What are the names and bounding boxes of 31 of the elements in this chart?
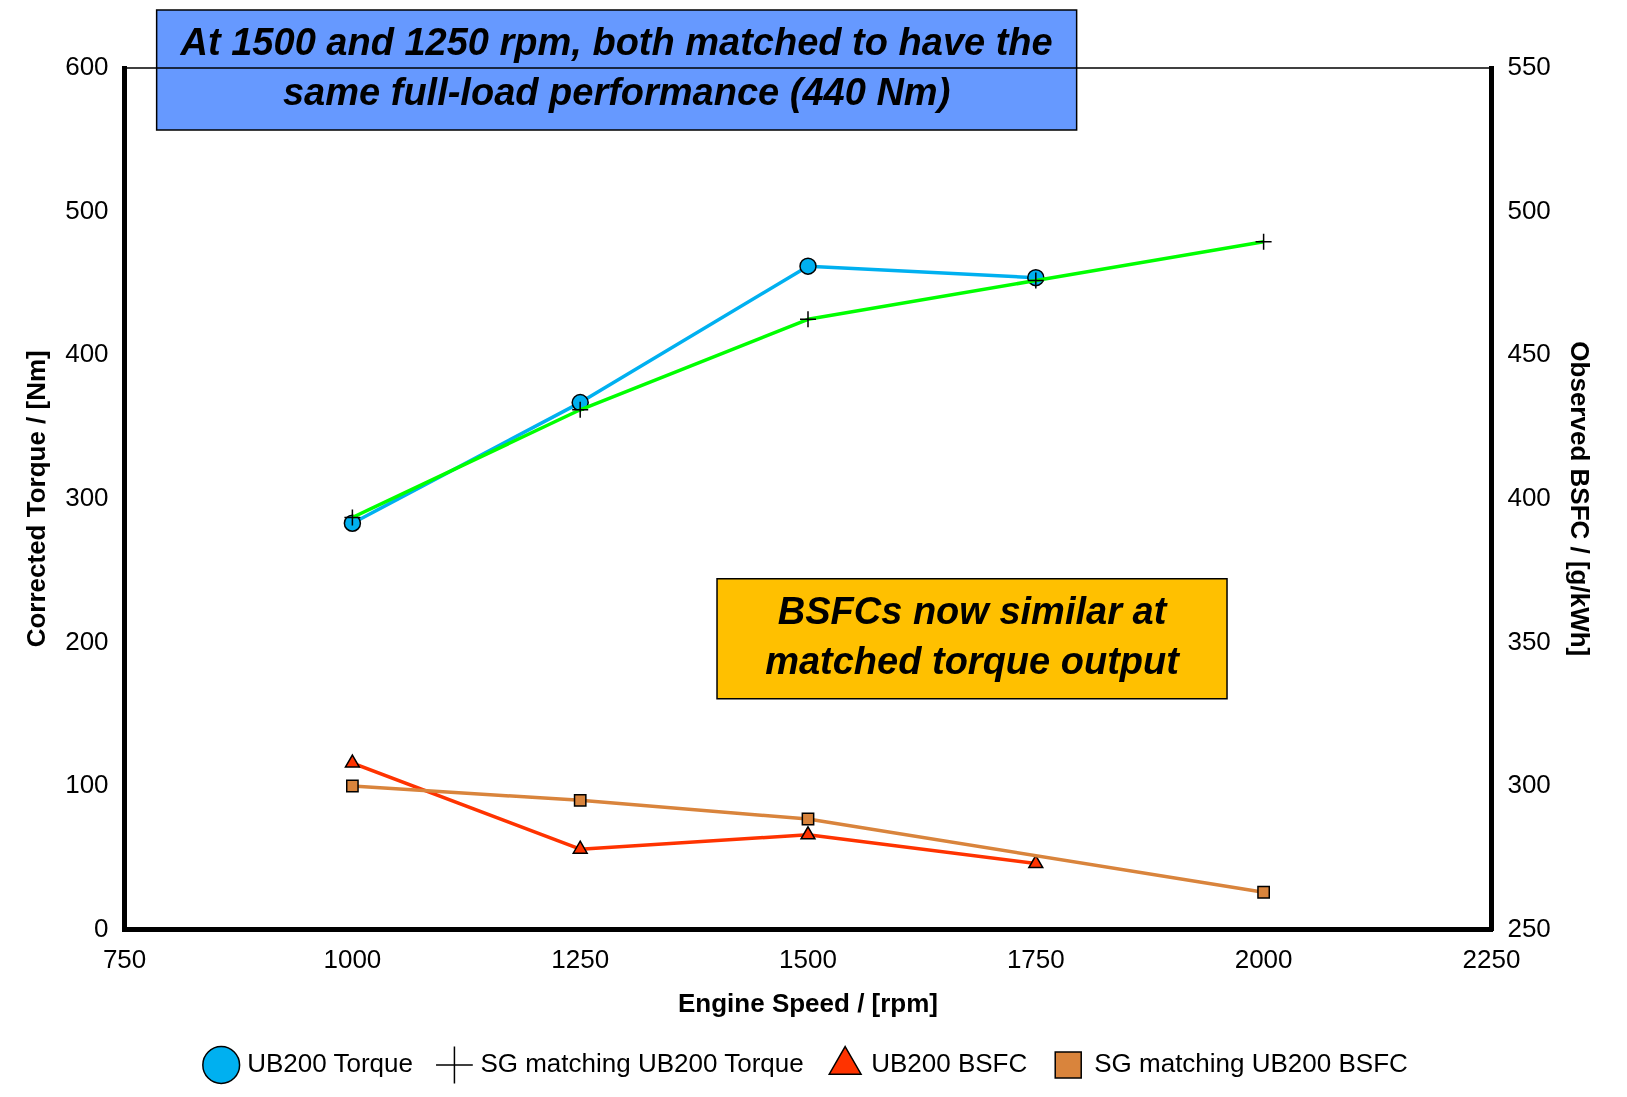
- y-tick-label: 100: [65, 769, 109, 800]
- point: [799, 257, 817, 275]
- y2-tick-label: 450: [1507, 338, 1551, 369]
- y-tick-label: 600: [65, 51, 109, 82]
- y2-tick-label: 350: [1507, 625, 1551, 656]
- y2-tick-label: 400: [1507, 481, 1551, 512]
- x-axis-title: Engine Speed / [rpm]: [677, 987, 939, 1018]
- x-tick-label: 1750: [1006, 944, 1065, 975]
- y-tick-label: 0: [94, 912, 109, 943]
- y2-tick-label: 250: [1507, 912, 1551, 943]
- y2-tick-label: 500: [1507, 194, 1551, 225]
- annotation: At 1500 and 1250 rpm, both matched to have the same full-load performance (440 Nm): [179, 21, 1053, 114]
- legend-label: SG matching UB200 BSFC: [1094, 1048, 1408, 1079]
- annotation: BSFCs now similar at matched torque output: [765, 590, 1181, 683]
- x-tick-label: 1500: [779, 944, 837, 975]
- x-tick-label: 750: [102, 944, 147, 975]
- legend-label: SG matching UB200 Torque: [480, 1048, 804, 1079]
- y-tick-label: 300: [65, 481, 109, 512]
- y2-tick-label: 550: [1507, 51, 1551, 82]
- y-tick-label: 500: [65, 194, 109, 225]
- x-tick-label: 2250: [1462, 944, 1521, 975]
- x-tick-label: 2000: [1234, 944, 1293, 975]
- legend-label: UB200 Torque: [247, 1048, 413, 1079]
- y-tick-label: 200: [65, 625, 109, 656]
- y2-tick-label: 300: [1507, 769, 1551, 800]
- x-tick-label: 1250: [551, 944, 610, 975]
- y-axis-title: Corrected Torque / [Nm]: [20, 350, 51, 648]
- x-tick-label: 1000: [323, 944, 382, 975]
- y-tick-label: 400: [65, 338, 109, 369]
- legend-label: UB200 BSFC: [871, 1048, 1028, 1079]
- y2-axis-title: Observed BSFC / [g/kWh]: [1565, 341, 1596, 657]
